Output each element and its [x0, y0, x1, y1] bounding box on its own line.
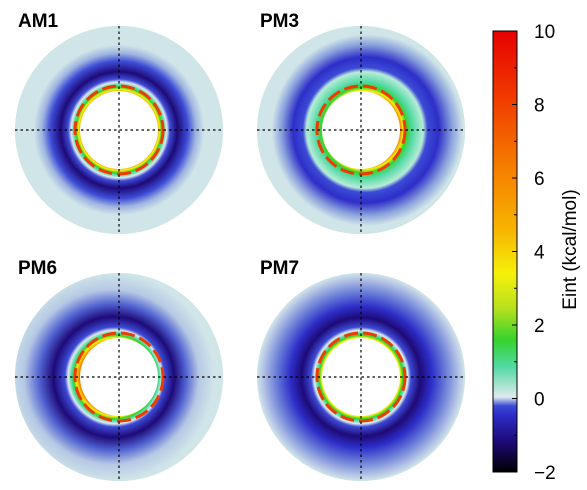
colorbar-tick-label: 6	[534, 169, 545, 190]
excluded-core	[80, 338, 158, 416]
colorbar-tick-label: 8	[534, 96, 545, 117]
panel-title: PM7	[260, 258, 299, 279]
repulsive-contour-ring	[315, 331, 407, 423]
repulsive-contour-ring	[73, 331, 165, 423]
panel-title: PM3	[260, 11, 299, 32]
panel-pm6: PM6	[15, 258, 223, 481]
colorbar-tick-label: −2	[534, 463, 556, 484]
panel-pm7: PM7	[257, 258, 465, 481]
excluded-core	[322, 91, 400, 169]
excluded-core	[80, 91, 158, 169]
panel-am1: AM1	[15, 11, 223, 234]
colorbar-tick-label: 4	[534, 243, 545, 264]
colorbar-tick-label: 2	[534, 316, 545, 337]
repulsive-contour-ring	[73, 84, 165, 176]
excluded-core	[322, 338, 400, 416]
panel-title: PM6	[18, 258, 57, 279]
panel-pm3: PM3	[257, 11, 465, 234]
colorbar-title: Eint (kcal/mol)	[560, 189, 581, 309]
colorbar: 10 8 6 4 2 0 −2 Eint (kcal/mol)	[492, 22, 581, 484]
repulsive-contour-ring	[315, 84, 407, 176]
panel-title: AM1	[18, 11, 59, 32]
colorbar-tick-label: 10	[534, 22, 555, 43]
colorbar-tick-label: 0	[534, 390, 545, 411]
panels-group: AM1 PM3 PM6 PM7	[15, 11, 465, 481]
